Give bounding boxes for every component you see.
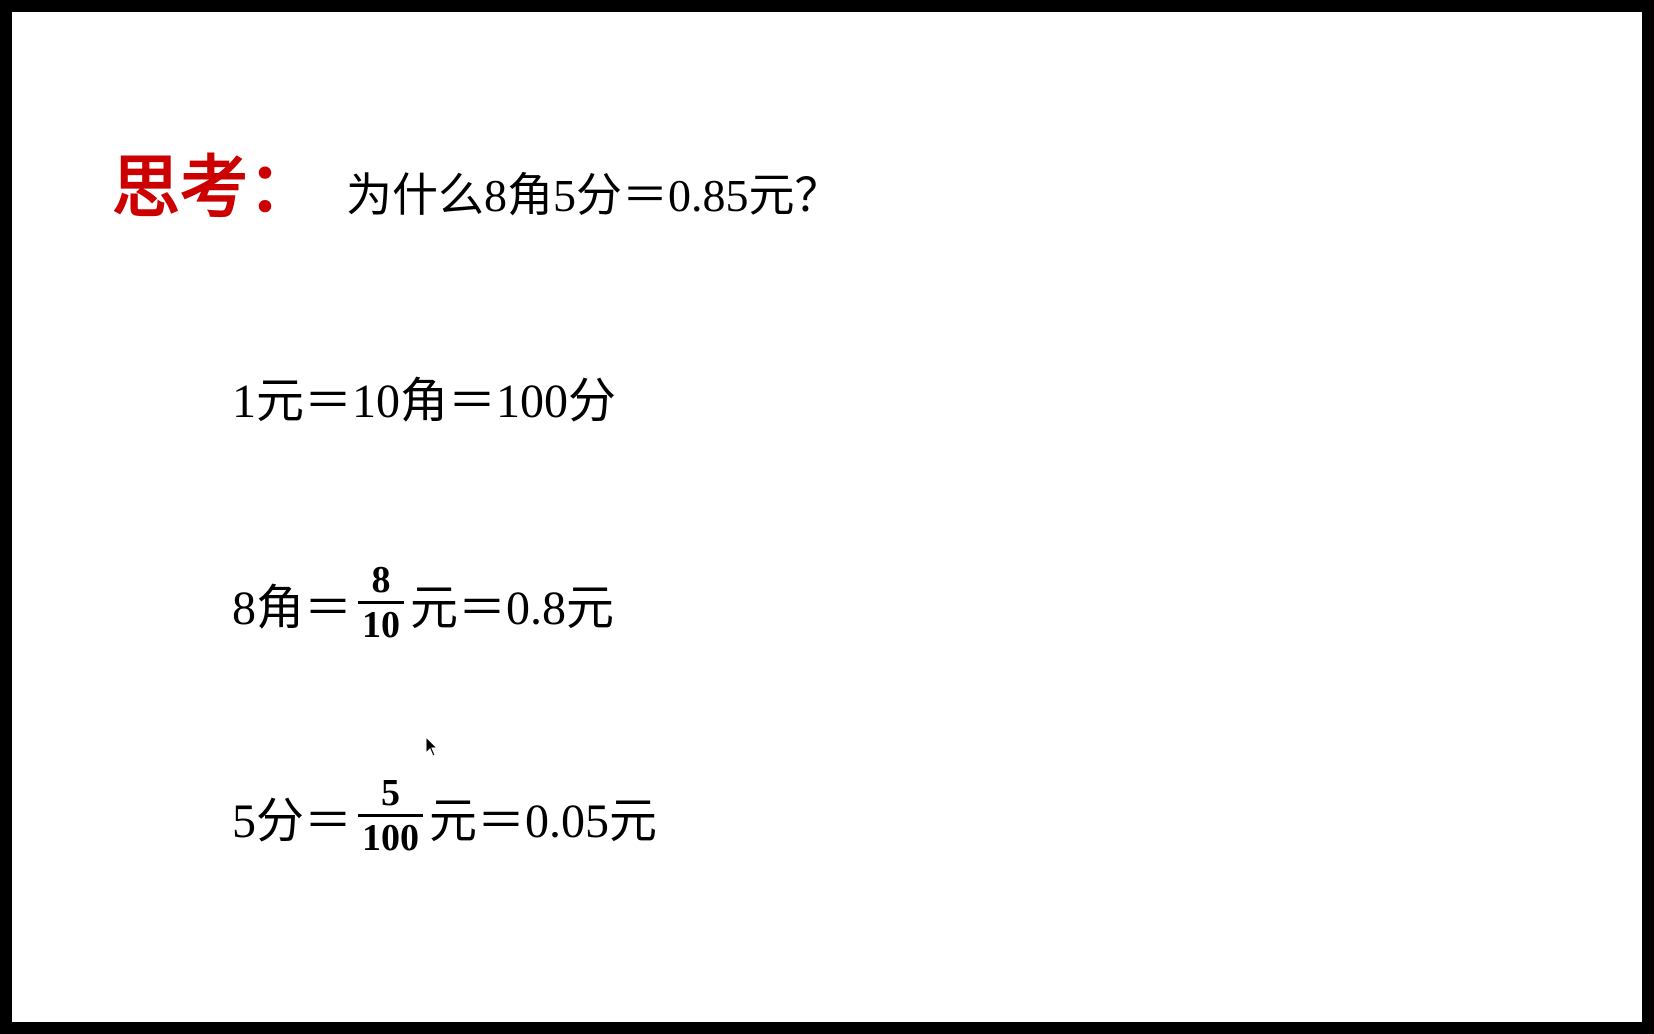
equation-line-1: 1元＝10角＝100分 [232, 361, 1542, 431]
equation-2-left: 8角＝ [232, 568, 352, 638]
slide-content: 思考： 为什么8角5分＝0.85元？ 1元＝10角＝100分 8角＝ 8 10 … [12, 12, 1642, 857]
fraction-5-100: 5 100 [358, 774, 423, 857]
equation-1-text: 1元＝10角＝100分 [232, 361, 616, 431]
fraction-denominator: 10 [358, 601, 404, 644]
fraction-numerator: 5 [377, 774, 404, 814]
think-label: 思考： [112, 132, 316, 231]
equation-3-right: 元＝0.05元 [429, 781, 657, 851]
fraction-denominator: 100 [358, 814, 423, 857]
equation-line-2: 8角＝ 8 10 元＝0.8元 [232, 561, 1542, 644]
question-text: 为什么8角5分＝0.85元？ [346, 159, 841, 225]
cursor-icon [426, 737, 440, 762]
equation-line-3: 5分＝ 5 100 元＝0.05元 [232, 774, 1542, 857]
fraction-8-10: 8 10 [358, 561, 404, 644]
fraction-numerator: 8 [368, 561, 395, 601]
equation-3-left: 5分＝ [232, 781, 352, 851]
equation-2-right: 元＝0.8元 [410, 568, 614, 638]
header-line: 思考： 为什么8角5分＝0.85元？ [112, 132, 1542, 231]
